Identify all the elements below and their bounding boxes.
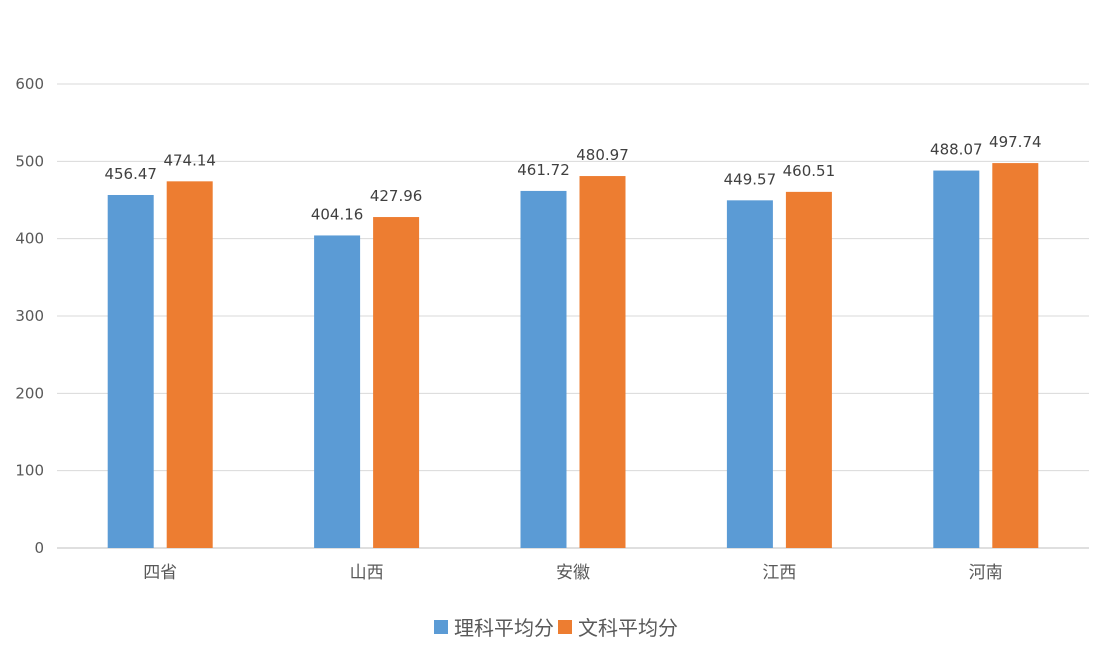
legend: 理科平均分 文科平均分 <box>0 612 1112 641</box>
category-label: 安徽 <box>556 563 590 583</box>
bar-liberal-arts <box>785 191 832 549</box>
data-label: 456.47 <box>104 165 157 183</box>
data-labels: 456.47 474.14 404.16 427.96 461.72 480.97 449.… <box>104 133 1041 223</box>
y-tick-label: 600 <box>15 75 44 93</box>
data-label: 427.96 <box>370 187 423 205</box>
category-label: 江西 <box>762 563 796 583</box>
bar-liberal-arts <box>373 217 420 549</box>
legend-item-liberal-arts: 文科平均分 <box>558 612 678 641</box>
bar-science <box>726 200 773 549</box>
data-label: 497.74 <box>989 133 1042 151</box>
y-tick-label: 300 <box>15 307 44 325</box>
bar-science <box>933 170 980 548</box>
bar-liberal-arts <box>579 176 626 548</box>
data-label: 404.16 <box>311 205 364 223</box>
data-label: 449.57 <box>724 170 777 188</box>
gridlines <box>57 83 1089 549</box>
legend-swatch-liberal-arts <box>558 619 572 634</box>
data-label: 474.14 <box>163 151 216 169</box>
y-tick-label: 200 <box>15 384 44 402</box>
bar-liberal-arts <box>992 163 1039 549</box>
bar-science <box>107 194 154 549</box>
y-tick-label: 100 <box>15 462 44 480</box>
bar-science <box>520 190 567 549</box>
data-label: 480.97 <box>576 146 629 164</box>
y-tick-label: 400 <box>15 230 44 248</box>
x-axis-categories: 四省 山西 安徽 江西 河南 <box>143 563 1003 583</box>
bar-chart: 0 100 200 300 400 500 600 456.47 474.14 404.16 42… <box>15 75 1089 583</box>
legend-label-liberal-arts: 文科平均分 <box>578 616 678 640</box>
category-label: 山西 <box>350 563 384 583</box>
legend-swatch-science <box>434 619 448 634</box>
data-label: 461.72 <box>517 161 570 179</box>
category-label: 四省 <box>143 563 177 583</box>
y-tick-label: 0 <box>34 539 44 557</box>
category-label: 河南 <box>969 563 1003 583</box>
legend-item-science: 理科平均分 <box>434 612 554 641</box>
y-axis-ticks: 0 100 200 300 400 500 600 <box>15 75 44 557</box>
y-tick-label: 500 <box>15 152 44 170</box>
data-label: 488.07 <box>930 141 983 159</box>
legend-label-science: 理科平均分 <box>454 616 554 640</box>
data-label: 460.51 <box>783 162 836 180</box>
bar-science <box>314 235 361 549</box>
bars <box>107 163 1039 549</box>
bar-liberal-arts <box>166 181 213 548</box>
